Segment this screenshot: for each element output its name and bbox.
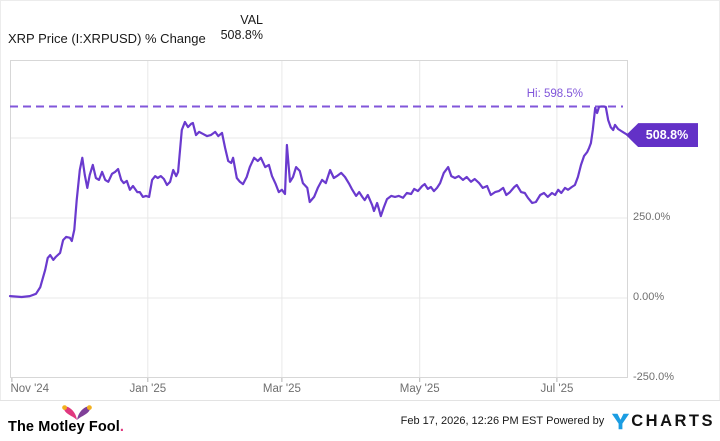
footer: The Motley Fool. Feb 17, 2026, 12:26 PM …: [0, 400, 720, 441]
val-column-value: 508.8%: [220, 28, 263, 42]
ycharts-wordmark: CHARTS: [631, 411, 715, 430]
price-line-series: [8, 105, 630, 299]
x-axis-label: Jul '25: [540, 383, 574, 395]
plot-area[interactable]: [8, 60, 630, 383]
timestamp: Feb 17, 2026, 12:26 PM EST: [400, 415, 544, 427]
ycharts-y-icon: [612, 413, 630, 429]
ycharts-logo[interactable]: CHARTS: [611, 412, 715, 431]
y-axis-label: -250.0%: [633, 371, 674, 383]
val-column: VAL 508.8%: [150, 13, 263, 43]
powered-by-text: Powered by: [546, 415, 605, 427]
val-column-header: VAL: [240, 13, 263, 27]
motley-fool-wordmark: The Motley Fool.: [8, 419, 124, 435]
last-value-badge: 508.8%: [626, 123, 698, 148]
x-axis-label: Jan '25: [129, 383, 167, 395]
chart-title: XRP Price (I:XRPUSD) % Change: [8, 31, 206, 46]
logo-period: .: [119, 419, 124, 435]
x-axis-label: May '25: [399, 383, 440, 395]
x-axis-label: Nov '24: [10, 383, 50, 395]
plot-border: [10, 60, 628, 378]
motley-fool-logo[interactable]: The Motley Fool.: [8, 401, 128, 441]
x-axis-label: Mar '25: [262, 383, 301, 395]
high-annotation: Hi: 598.5%: [526, 88, 583, 101]
jester-hat-icon: [62, 405, 92, 420]
y-axis-label: 0.00%: [633, 291, 665, 303]
y-axis-label: 250.0%: [633, 211, 671, 223]
footer-right: Feb 17, 2026, 12:26 PM EST Powered by CH…: [401, 401, 715, 441]
price-chart[interactable]: [8, 60, 630, 383]
